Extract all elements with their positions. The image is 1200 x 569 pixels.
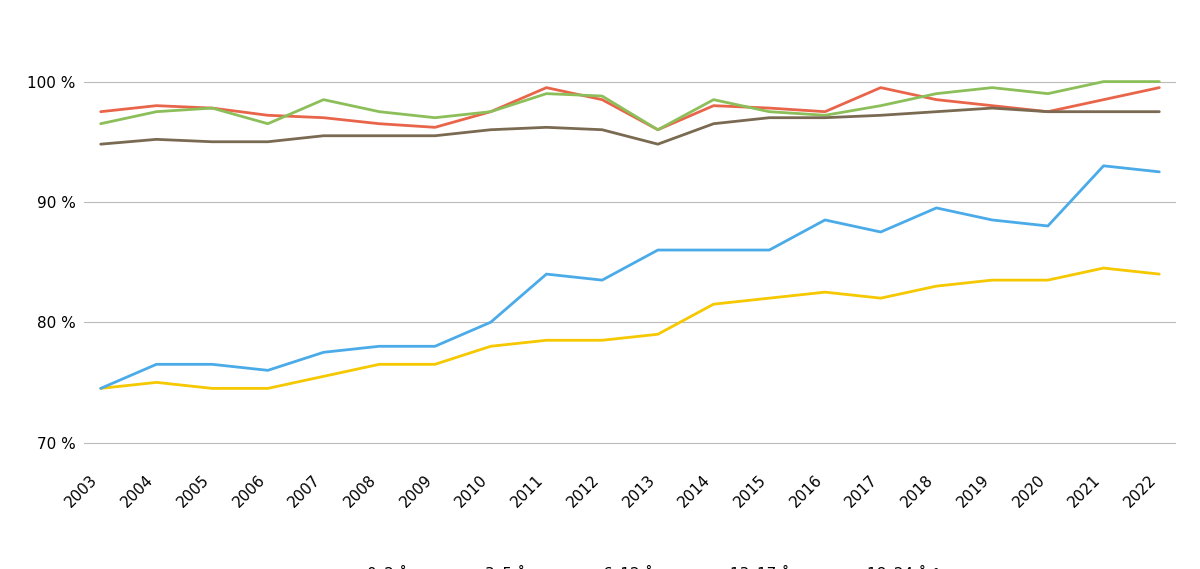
Legend: 0–2 år, 3–5 år, 6–12 år, 13–17 år, 18–24 år¹: 0–2 år, 3–5 år, 6–12 år, 13–17 år, 18–24… [319, 567, 941, 569]
